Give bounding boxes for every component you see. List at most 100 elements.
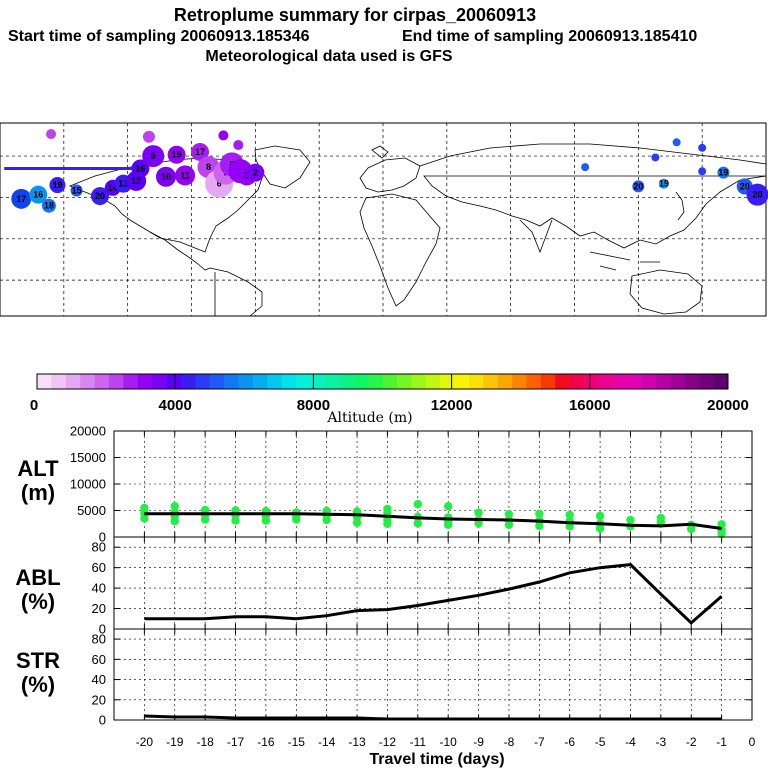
colorbar-swatch: [641, 374, 657, 389]
trajectory-point-label: 2: [253, 168, 258, 178]
particle-point: [717, 529, 726, 539]
colorbar-swatch: [555, 374, 570, 389]
particle-point: [504, 520, 514, 530]
y-tick-label: 20: [92, 601, 106, 616]
met-data-label: Meteorological data used is GFS: [205, 48, 452, 65]
colorbar-swatch: [425, 374, 441, 389]
trajectory-point-label: 19: [172, 150, 182, 160]
y-tick-label: 60: [92, 560, 106, 575]
trajectory-point-label: 20: [740, 181, 750, 191]
x-tick-label: -3: [656, 735, 667, 749]
str-panel: STR (%) 80 60 40 20 0: [16, 628, 753, 728]
particle-point: [474, 508, 483, 517]
colorbar-swatch: [152, 374, 167, 389]
colorbar-swatch: [267, 374, 283, 389]
colorbar-swatch: [540, 374, 556, 389]
particle-point: [535, 509, 544, 518]
colorbar-tick-label: 0: [30, 397, 38, 414]
x-tick-label: -8: [504, 735, 515, 749]
colorbar-swatch: [670, 374, 686, 389]
trajectory-point: [175, 165, 196, 186]
trajectory-point: [46, 129, 57, 140]
colorbar-swatch: [310, 374, 326, 389]
colorbar-swatch: [94, 374, 110, 389]
trajectory-point: [233, 140, 244, 151]
trajectory-point: [142, 130, 155, 143]
trajectory-point-label: 20: [633, 181, 643, 191]
particle-point: [474, 519, 483, 528]
y-tick-label: 20: [92, 692, 106, 707]
x-axis-ticks: -20 -19 -18 -17 -16 -15 -14 -13 -12 -11 -10 -9 -8 -7-…: [136, 735, 756, 749]
trajectory-point-label: 19: [718, 168, 728, 178]
trajectory-point-label: 10: [161, 172, 171, 182]
particle-point: [504, 510, 514, 519]
world-map: 1716181915201413121691019111786754321920…: [0, 122, 768, 317]
trajectory-point-label: 14: [108, 183, 118, 193]
abl-unit: (%): [21, 589, 55, 614]
trajectory-point: [142, 145, 165, 168]
particle-point: [595, 524, 605, 533]
trajectory-point: [70, 184, 83, 197]
trajectory-point-label: 19: [659, 179, 669, 189]
y-tick-label: 20000: [70, 424, 106, 439]
x-tick-label: -20: [136, 735, 154, 749]
colorbar-swatch: [526, 374, 542, 389]
map-trajectory-points: 1716181915201413121691019111786754321920…: [4, 129, 768, 213]
colorbar-swatch: [123, 374, 139, 389]
particle-point: [443, 520, 453, 530]
colorbar-swatch: [713, 374, 729, 389]
particle-point: [383, 519, 392, 528]
colorbar-frame: [36, 373, 729, 390]
y-tick-label: 15000: [70, 450, 106, 465]
colorbar-swatch: [598, 374, 614, 389]
particle-point: [200, 515, 210, 524]
colorbar-swatch: [339, 374, 355, 389]
figure-title: Retroplume summary for cirpas_20060913: [174, 5, 536, 25]
particle-point: [170, 516, 179, 526]
particle-point: [352, 518, 362, 527]
str-unit: (%): [21, 672, 55, 697]
trajectory-point: [29, 185, 48, 204]
colorbar-swatch: [51, 374, 67, 389]
trajectory-point: [698, 143, 707, 152]
colorbar-tick-label: 20000: [707, 397, 749, 414]
trajectory-point: [167, 145, 186, 164]
abl-line: [144, 563, 723, 625]
particle-point: [413, 499, 423, 509]
y-tick-label: 60: [92, 652, 106, 667]
colorbar-swatch: [699, 374, 714, 389]
colorbar-swatch: [454, 374, 470, 389]
x-tick-label: -17: [227, 735, 245, 749]
x-tick-label: -15: [288, 735, 306, 749]
particle-point: [687, 524, 696, 534]
trajectory-point: [131, 159, 150, 178]
x-tick-label: -19: [166, 735, 184, 749]
trajectory-point-label: 11: [180, 170, 190, 180]
trajectory-point-label: 20: [95, 191, 105, 201]
particle-point: [535, 521, 544, 531]
trajectory-point-label: 18: [44, 201, 54, 211]
particle-point: [261, 516, 271, 525]
y-tick-label: 0: [99, 713, 106, 728]
trajectory-point: [41, 198, 56, 213]
alt-median-line: [144, 512, 722, 530]
colorbar-swatch: [396, 374, 412, 389]
colorbar-swatch: [37, 374, 52, 389]
colorbar-swatch: [108, 374, 124, 389]
colorbar-swatch: [497, 374, 513, 389]
y-tick-label: 5000: [77, 503, 106, 518]
x-tick-label: -12: [379, 735, 397, 749]
colorbar-tick-label: 12000: [431, 397, 473, 414]
y-tick-label: 10000: [70, 477, 106, 492]
y-tick-label: 0: [99, 622, 106, 637]
x-tick-label: -13: [348, 735, 366, 749]
trajectory-point: [49, 177, 66, 194]
colorbar-swatch: [382, 374, 398, 389]
map-graticule: [0, 123, 766, 316]
trajectory-point: [672, 138, 681, 147]
colorbar-swatch: [569, 374, 585, 389]
colorbar-swatch: [627, 374, 642, 389]
trajectory-point-label: 15: [72, 186, 82, 196]
abl-title: ABL: [15, 565, 60, 590]
trajectory-point: [191, 142, 210, 161]
